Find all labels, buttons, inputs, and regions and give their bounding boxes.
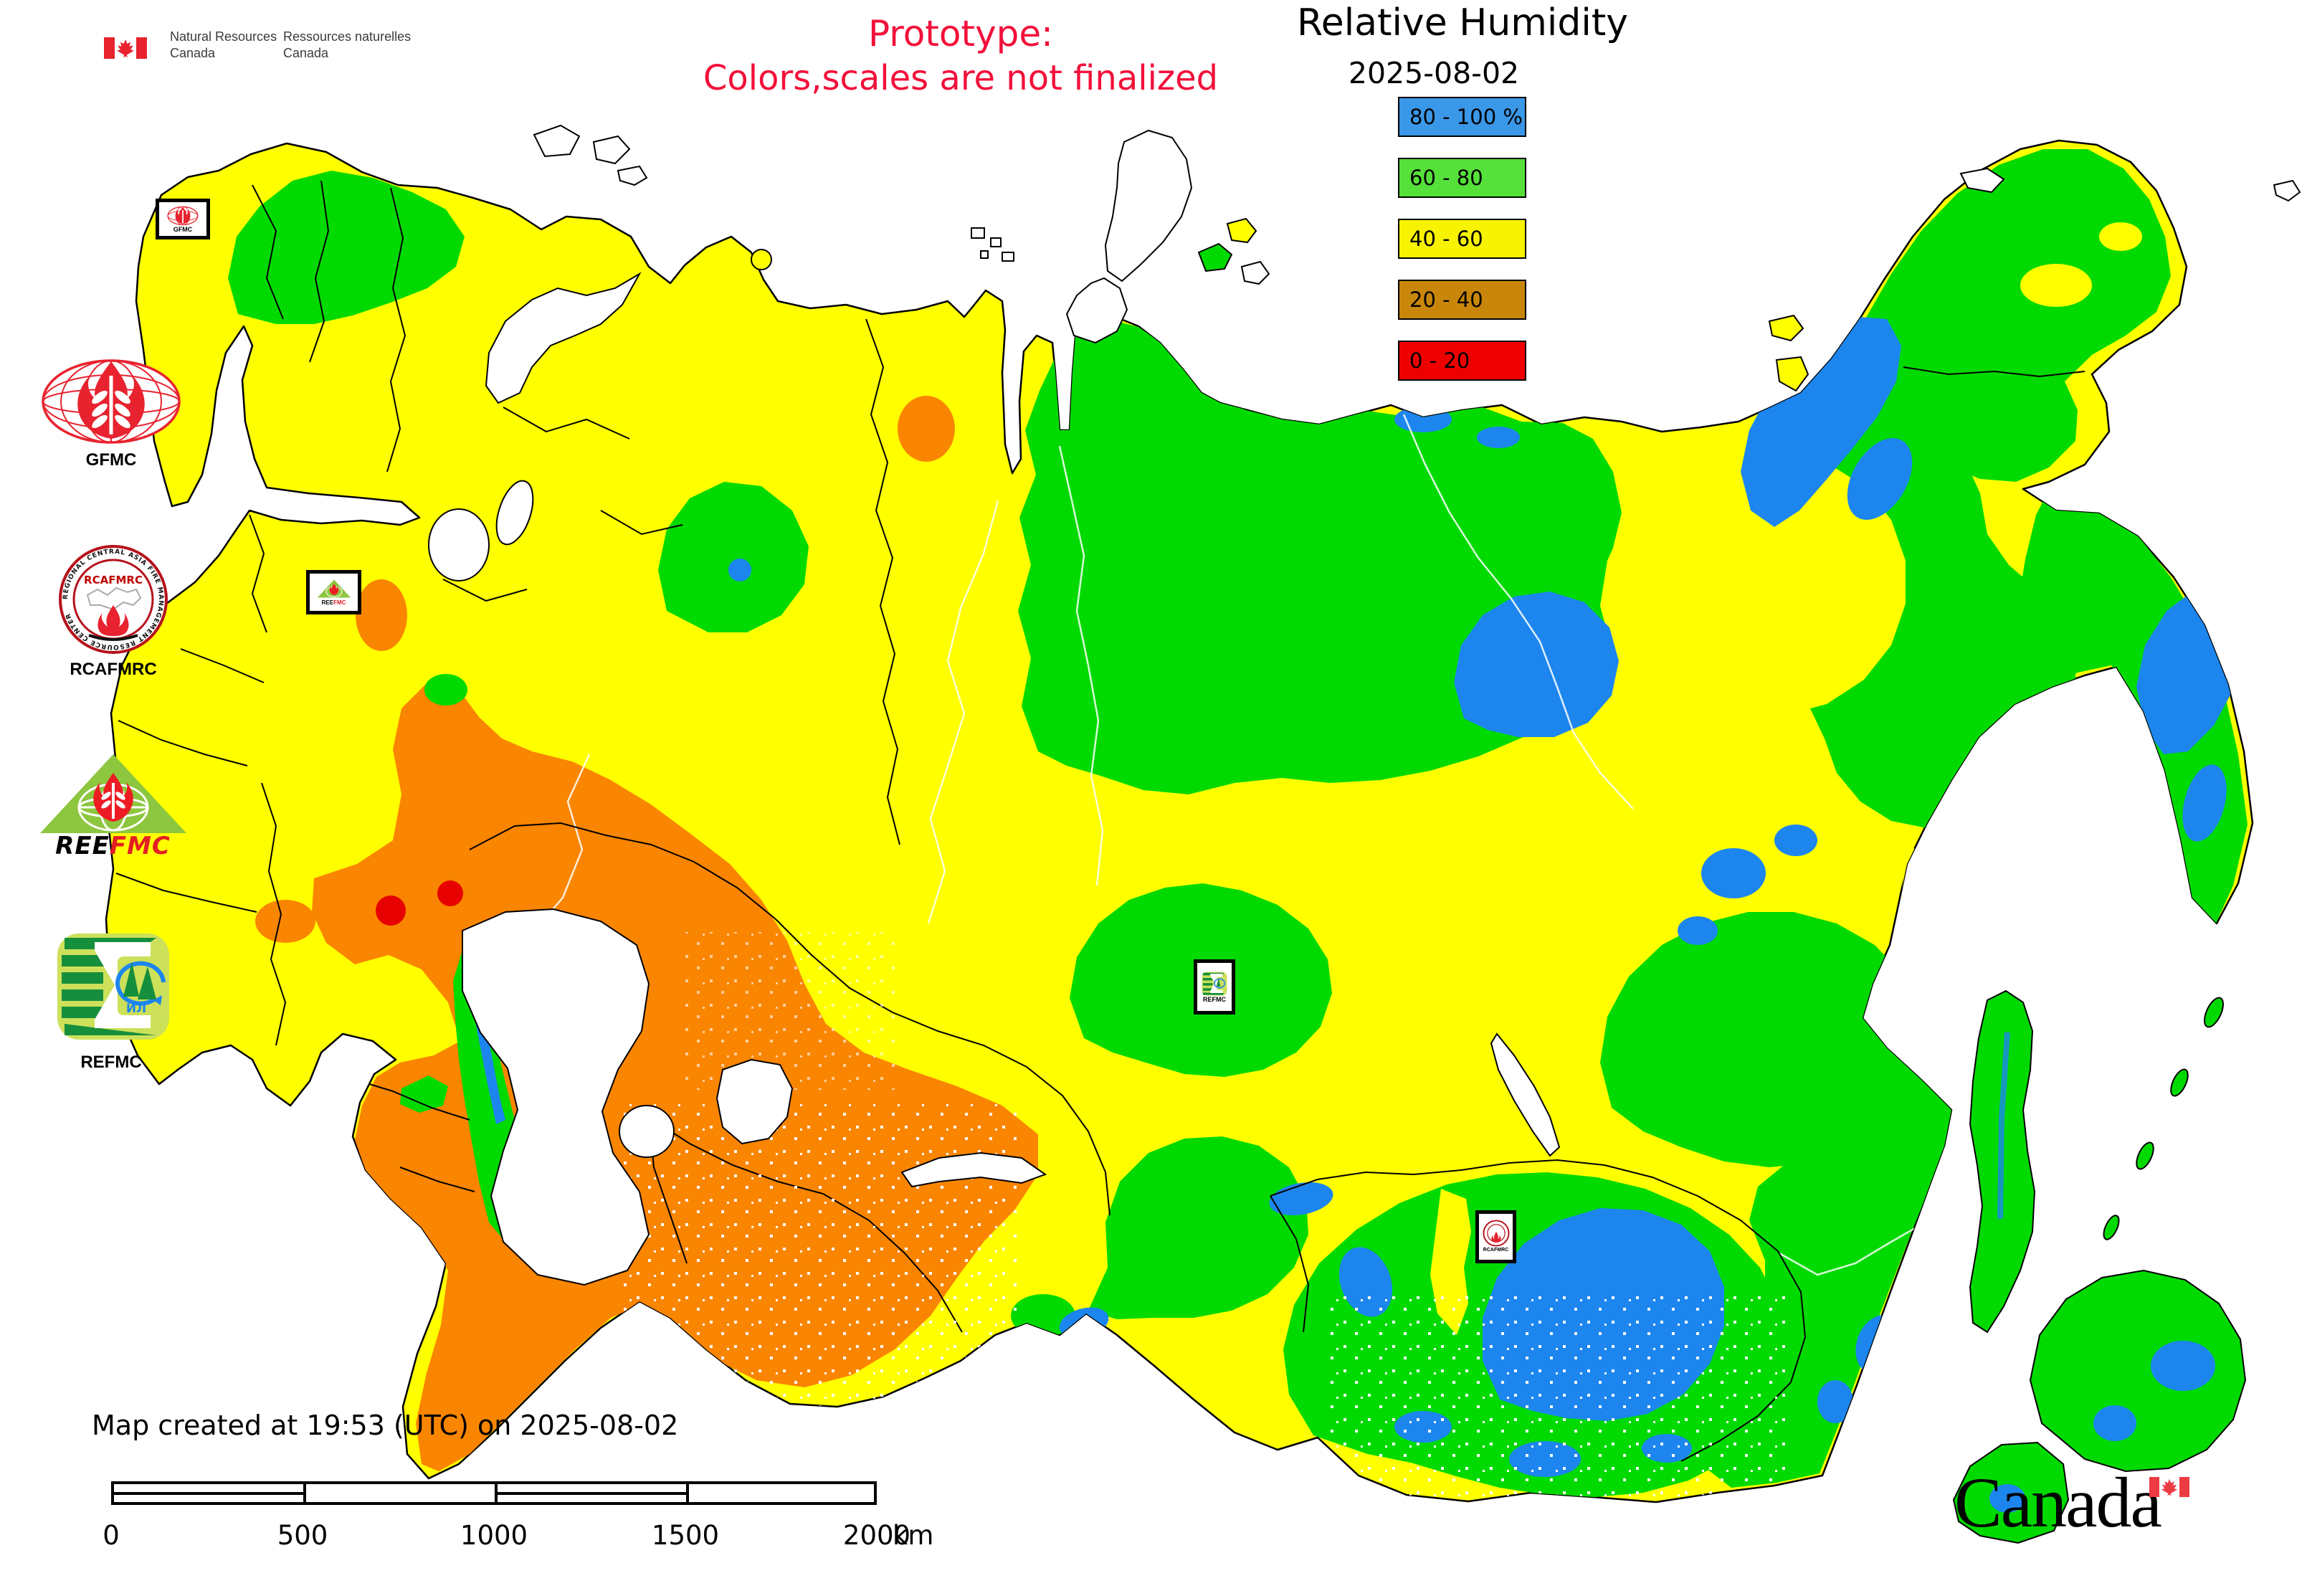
legend-item-80-100: 80 - 100 % xyxy=(1398,97,1526,137)
lakes xyxy=(428,272,1561,1286)
scale-tick-2000: 2000 xyxy=(842,1520,911,1551)
refmc-logo-icon: ИЛ xyxy=(57,934,169,1040)
gfmc-caption: GFMC xyxy=(85,450,137,470)
svg-text:RCAFMRC: RCAFMRC xyxy=(84,574,143,586)
legend-item-40-60: 40 - 60 xyxy=(1398,219,1526,259)
legend-label: 40 - 60 xyxy=(1409,227,1483,251)
map-date: 2025-08-02 xyxy=(1348,56,1520,90)
legend-label: 0 - 20 xyxy=(1409,348,1470,373)
reefmc-logo-icon xyxy=(40,754,186,833)
legend-label: 20 - 40 xyxy=(1409,288,1483,312)
map-created-text: Map created at 19:53 (UTC) on 2025-08-02 xyxy=(92,1410,679,1441)
legend-label: 80 - 100 % xyxy=(1409,105,1523,129)
marker-gfmc: GFMC xyxy=(156,199,210,239)
marker-rcafmrc: ​ RCAFMRC xyxy=(1475,1210,1516,1263)
legend-item-60-80: 60 - 80 xyxy=(1398,158,1526,198)
scale-tick-0: 0 xyxy=(103,1520,120,1551)
marker-reefmc: REEFMC xyxy=(306,570,361,614)
rcafmrc-logo-icon: REGIONAL CENTRAL ASIA FIRE MANAGEMENT RE… xyxy=(59,545,168,654)
canada-wordmark: Canada xyxy=(1954,1463,2162,1542)
region-0-20 xyxy=(376,880,463,926)
scale-bar xyxy=(111,1481,877,1505)
legend-item-20-40: 20 - 40 xyxy=(1398,280,1526,320)
legend-label: 60 - 80 xyxy=(1409,166,1483,190)
canada-wordmark-flag-icon xyxy=(2149,1477,2189,1497)
nrcan-signature-fr: Ressources naturelles Canada xyxy=(283,29,412,60)
nrcan-signature-en: Natural Resources Canada xyxy=(170,29,277,60)
prototype-note: Prototype: Colors,scales are not finaliz… xyxy=(703,13,1219,98)
rcafmrc-caption: RCAFMRC xyxy=(70,660,157,679)
reefmc-wordmark: REEFMC xyxy=(55,832,171,860)
islands xyxy=(533,124,2301,1544)
canada-flag-icon xyxy=(104,37,147,59)
scale-unit: km xyxy=(893,1520,934,1551)
svg-text:ИЛ: ИЛ xyxy=(126,1002,146,1016)
page-title: Relative Humidity xyxy=(1296,1,1628,44)
legend-item-0-20: 0 - 20 xyxy=(1398,341,1526,381)
refmc-caption: REFMC xyxy=(80,1053,142,1072)
scale-tick-500: 500 xyxy=(277,1520,328,1551)
gfmc-logo-icon xyxy=(42,359,181,444)
scale-tick-1500: 1500 xyxy=(651,1520,720,1551)
marker-refmc: REFMC xyxy=(1194,959,1235,1015)
scale-tick-1000: 1000 xyxy=(460,1520,528,1551)
